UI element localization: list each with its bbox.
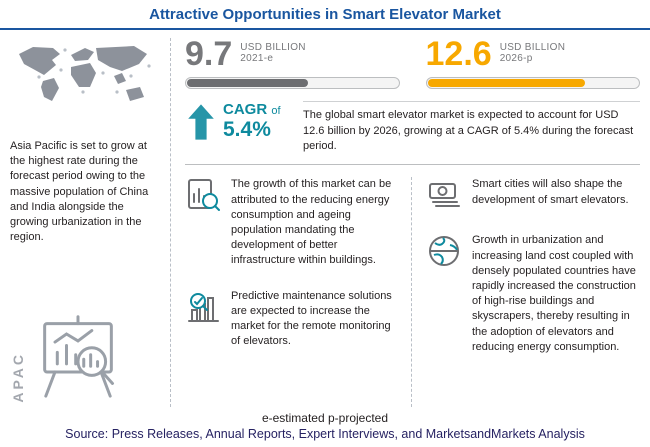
title-bar: Attractive Opportunities in Smart Elevat…: [0, 0, 650, 30]
bullet-column-right: Smart cities will also shape the develop…: [411, 177, 640, 407]
cagr-of: of: [271, 105, 281, 118]
bullet-text: Smart cities will also shape the develop…: [472, 178, 629, 206]
period-label: 2026-p: [499, 53, 533, 64]
list-item: Predictive maintenance solutions are exp…: [185, 289, 399, 350]
market-value-2021: 9.7: [185, 35, 233, 73]
region-footer: APAC: [10, 311, 160, 403]
region-note: Asia Pacific is set to grow at the highe…: [10, 140, 149, 244]
section-divider: [185, 164, 640, 166]
cagr-label: CAGR: [223, 101, 268, 119]
footer: e-estimated p-projected Source: Press Re…: [0, 409, 650, 447]
cagr-section: CAGR of 5.4% The global smart elevator m…: [185, 101, 640, 154]
market-summary: The global smart elevator market is expe…: [303, 101, 640, 154]
period-label: 2021-e: [240, 53, 274, 64]
stat-2021: 9.7 USD BILLION 2021-e: [185, 35, 400, 90]
cagr-block: CAGR of 5.4%: [185, 101, 303, 142]
bar-2026-fill: [427, 79, 585, 88]
market-size-stats: 9.7 USD BILLION 2021-e 12.6 USD: [185, 35, 640, 90]
bar-2021-fill: [187, 79, 309, 88]
market-value-2026: 12.6: [425, 35, 492, 73]
bullet-text: Predictive maintenance solutions are exp…: [231, 289, 392, 348]
unit-label: USD BILLION: [240, 42, 306, 53]
world-map-graphic: [18, 46, 151, 101]
bar-2026-track: [425, 77, 640, 90]
bar-2021-track: [185, 77, 400, 90]
page-title: Attractive Opportunities in Smart Elevat…: [149, 6, 501, 23]
insight-bullets: The growth of this market can be attribu…: [185, 177, 640, 407]
world-map: [10, 40, 160, 131]
market-panel: 9.7 USD BILLION 2021-e 12.6 USD: [171, 35, 640, 407]
chart-magnifier-icon: [188, 292, 219, 322]
list-item: Growth in urbanization and increasing la…: [426, 233, 640, 354]
source-line: Source: Press Releases, Annual Reports, …: [65, 427, 585, 441]
presentation-board-icon: [43, 315, 114, 398]
unit-label: USD BILLION: [499, 42, 566, 53]
list-item: The growth of this market can be attribu…: [185, 177, 399, 268]
bar-chart-document-icon: [188, 179, 220, 212]
bullet-text: The growth of this market can be attribu…: [231, 178, 392, 267]
growth-arrow-icon: [188, 104, 214, 140]
bullet-text: Growth in urbanization and increasing la…: [472, 234, 636, 353]
content-body: Asia Pacific is set to grow at the highe…: [0, 30, 650, 409]
list-item: Smart cities will also shape the develop…: [426, 177, 640, 213]
bullet-column-left: The growth of this market can be attribu…: [185, 177, 399, 407]
banknotes-icon: [429, 183, 460, 208]
cagr-text: CAGR of 5.4%: [223, 101, 281, 142]
stat-2026: 12.6 USD BILLION 2026-p: [425, 35, 640, 90]
region-panel: Asia Pacific is set to grow at the highe…: [8, 38, 171, 407]
estimate-note: e-estimated p-projected: [261, 411, 389, 425]
region-tag: APAC: [10, 352, 26, 403]
market-unit-2021: USD BILLION 2021-e: [240, 38, 306, 64]
globe-icon: [429, 236, 459, 267]
cagr-value: 5.4%: [223, 118, 271, 142]
market-unit-2026: USD BILLION 2026-p: [500, 38, 566, 64]
